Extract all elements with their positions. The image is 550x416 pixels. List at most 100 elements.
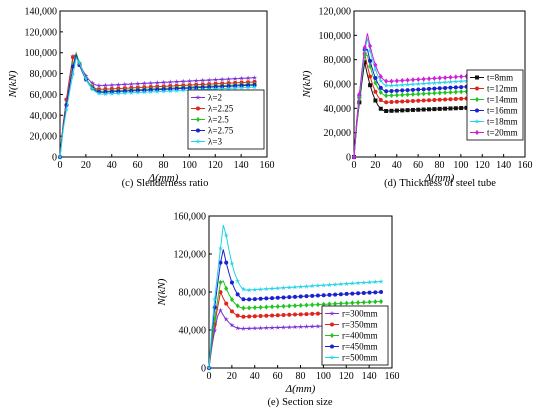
legend-entry: t=20mm bbox=[487, 128, 518, 138]
data-point bbox=[224, 260, 229, 265]
data-point bbox=[443, 106, 448, 111]
data-point bbox=[373, 80, 378, 86]
data-point bbox=[443, 85, 448, 90]
data-point bbox=[148, 80, 154, 86]
data-point bbox=[269, 324, 275, 330]
data-point bbox=[379, 298, 384, 305]
data-point bbox=[275, 303, 280, 310]
data-point bbox=[287, 295, 292, 300]
data-point bbox=[212, 296, 218, 302]
data-point bbox=[437, 97, 442, 102]
data-point bbox=[338, 292, 343, 297]
data-point bbox=[257, 286, 264, 292]
data-point bbox=[224, 301, 229, 306]
legend-swatch-marker bbox=[196, 128, 200, 133]
data-point bbox=[373, 89, 378, 94]
data-point bbox=[389, 89, 394, 94]
data-point bbox=[135, 80, 141, 86]
data-point bbox=[310, 311, 315, 316]
legend-entry: λ=2.5 bbox=[208, 115, 229, 125]
legend-entry: t=12mm bbox=[487, 84, 518, 94]
data-point bbox=[443, 75, 448, 81]
data-point bbox=[378, 98, 383, 103]
y-tick-label: 0 bbox=[52, 153, 57, 164]
data-point bbox=[235, 325, 241, 331]
data-point bbox=[443, 89, 448, 96]
data-point bbox=[378, 78, 384, 84]
data-point bbox=[416, 107, 421, 112]
y-tick-label: 40,000 bbox=[324, 104, 352, 115]
data-point bbox=[252, 305, 257, 311]
data-point bbox=[421, 91, 426, 97]
data-point bbox=[427, 76, 432, 82]
data-point bbox=[286, 324, 292, 330]
data-point bbox=[420, 80, 427, 86]
data-point bbox=[459, 85, 464, 90]
data-point bbox=[219, 76, 225, 82]
data-point bbox=[264, 304, 269, 310]
x-tick-label: 100 bbox=[316, 371, 331, 382]
data-point bbox=[270, 296, 275, 301]
data-point bbox=[400, 92, 405, 98]
caption-text: Section size bbox=[282, 397, 333, 408]
data-point bbox=[303, 283, 310, 289]
data-point bbox=[326, 282, 333, 288]
data-point bbox=[321, 282, 327, 288]
data-point bbox=[115, 90, 122, 96]
data-point bbox=[122, 90, 128, 96]
data-point bbox=[416, 87, 421, 92]
x-tick-label: 20 bbox=[81, 160, 91, 171]
y-axis-label: N(kN) bbox=[156, 278, 168, 306]
data-point bbox=[344, 291, 349, 296]
data-point bbox=[388, 82, 395, 88]
data-point bbox=[303, 323, 310, 329]
data-point bbox=[389, 78, 394, 84]
data-point bbox=[389, 92, 394, 99]
data-point bbox=[264, 313, 269, 318]
data-point bbox=[286, 284, 292, 290]
data-point bbox=[251, 84, 258, 90]
data-point bbox=[238, 75, 245, 81]
data-point bbox=[421, 107, 426, 112]
y-tick-label: 80,000 bbox=[30, 69, 58, 80]
data-point bbox=[448, 97, 453, 102]
data-point bbox=[427, 98, 432, 103]
data-point bbox=[447, 79, 454, 85]
x-axis-label: Δ(mm) bbox=[148, 172, 179, 184]
data-point bbox=[410, 98, 415, 103]
data-point bbox=[432, 86, 437, 91]
data-point bbox=[405, 108, 410, 113]
legend-swatch-marker bbox=[475, 96, 479, 103]
y-tick-label: 20,000 bbox=[30, 132, 58, 143]
y-tick-label: 60,000 bbox=[324, 80, 352, 91]
data-point bbox=[96, 82, 102, 88]
data-point bbox=[258, 296, 263, 301]
data-point bbox=[378, 106, 383, 111]
data-point bbox=[416, 76, 421, 83]
y-tick-label: 0 bbox=[346, 153, 351, 164]
data-point bbox=[453, 96, 458, 101]
legend-swatch-marker bbox=[475, 75, 479, 80]
data-point bbox=[304, 302, 309, 308]
data-point bbox=[240, 325, 247, 331]
data-point bbox=[310, 302, 315, 308]
data-point bbox=[293, 294, 298, 299]
data-point bbox=[448, 74, 453, 80]
data-point bbox=[421, 76, 426, 82]
legend-swatch-marker bbox=[329, 310, 335, 316]
data-point bbox=[76, 60, 83, 66]
x-tick-label: 160 bbox=[260, 160, 275, 171]
data-point bbox=[275, 324, 281, 330]
data-point bbox=[235, 313, 240, 318]
data-point bbox=[442, 79, 448, 85]
data-point bbox=[327, 301, 332, 307]
data-point bbox=[463, 78, 470, 84]
legend: λ=2λ=2.25λ=2.5λ=2.75λ=3 bbox=[187, 89, 265, 150]
data-point bbox=[400, 88, 405, 93]
data-point bbox=[241, 297, 246, 302]
panel-e: 0 20 40 60 80 100 120 140 160 0 40,000 80,000 120,00… bbox=[156, 212, 400, 409]
data-point bbox=[270, 304, 275, 310]
series-r=450mm bbox=[207, 249, 384, 370]
y-tick-label: 80,000 bbox=[324, 55, 352, 66]
